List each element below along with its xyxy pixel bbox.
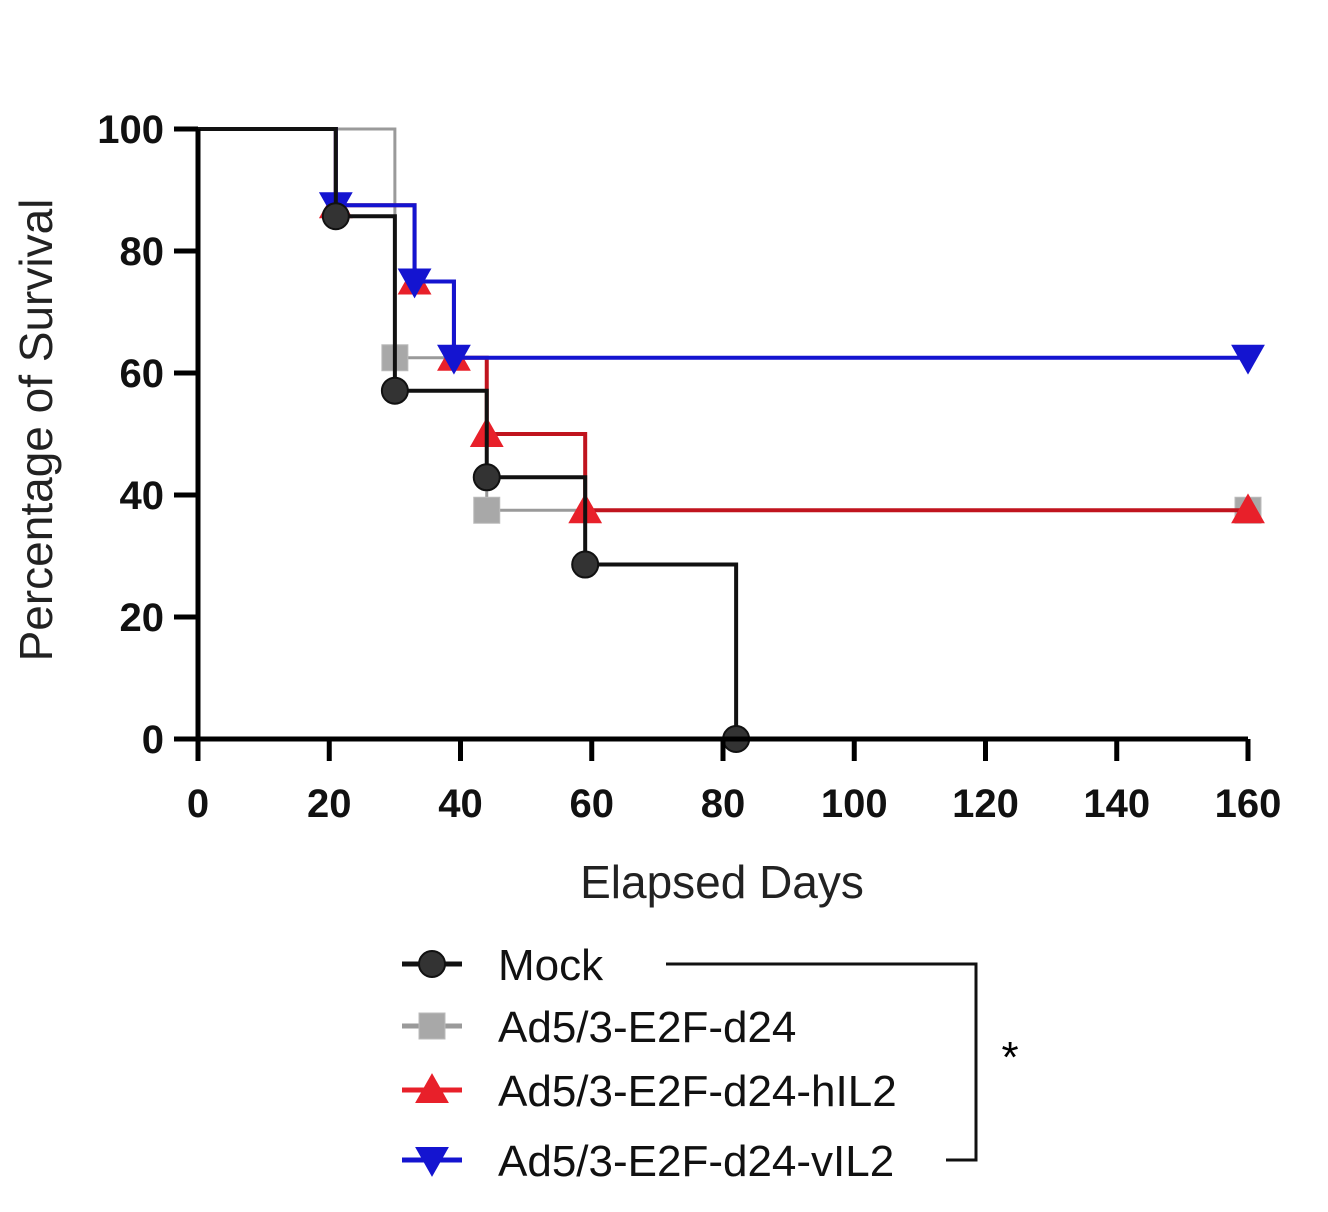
y-tick-label: 100 bbox=[97, 108, 164, 152]
legend-item: Ad5/3-E2F-d24-hIL2 bbox=[402, 1067, 897, 1116]
legend: Mock Ad5/3-E2F-d24 Ad5/3-E2F-d24-hIL2 Ad5/3… bbox=[402, 941, 897, 1186]
y-axis-label: Percentage of Survival bbox=[10, 199, 62, 662]
legend-label: Ad5/3-E2F-d24-vIL2 bbox=[498, 1137, 894, 1186]
axes: 0 20 40 60 80 100 120 140 160 0 20 40 60 80 100 bbox=[97, 108, 1281, 826]
marker-circle bbox=[321, 202, 350, 231]
y-tick-label: 80 bbox=[120, 230, 165, 274]
x-tick-label: 60 bbox=[570, 782, 615, 826]
marker-square bbox=[418, 1012, 446, 1040]
marker-triangle-down bbox=[437, 344, 471, 375]
y-tick-label: 40 bbox=[120, 474, 165, 518]
series-ad5-3-e2f-d24-hil2 bbox=[198, 127, 1265, 524]
x-tick-label: 100 bbox=[821, 782, 888, 826]
legend-item: Ad5/3-E2F-d24-vIL2 bbox=[402, 1137, 894, 1186]
x-tick-label: 140 bbox=[1083, 782, 1150, 826]
legend-label: Mock bbox=[498, 941, 604, 990]
survival-line bbox=[198, 127, 1248, 360]
marker-circle bbox=[571, 550, 600, 579]
x-tick-label: 0 bbox=[187, 782, 209, 826]
marker-triangle-down bbox=[415, 1147, 449, 1177]
survival-line bbox=[198, 127, 739, 739]
x-axis-label: Elapsed Days bbox=[580, 856, 864, 908]
legend-label: Ad5/3-E2F-d24-hIL2 bbox=[498, 1067, 897, 1116]
x-tick-label: 40 bbox=[438, 782, 483, 826]
survival-line bbox=[198, 127, 1248, 512]
legend-item: Mock bbox=[402, 941, 604, 990]
series-ad5-3-e2f-d24-vil2 bbox=[198, 127, 1265, 375]
x-tick-label: 160 bbox=[1215, 782, 1282, 826]
y-tick-label: 0 bbox=[142, 718, 164, 762]
significance-bracket: * bbox=[666, 962, 1019, 1162]
marker-circle bbox=[472, 463, 501, 492]
marker-triangle-up bbox=[415, 1073, 449, 1103]
marker-triangle-down bbox=[1231, 344, 1265, 375]
series-ad5-3-e2f-d24 bbox=[198, 127, 1262, 524]
series-mock bbox=[198, 127, 751, 753]
marker-triangle-up bbox=[1231, 493, 1265, 524]
marker-circle bbox=[380, 376, 409, 405]
y-tick-label: 60 bbox=[120, 352, 165, 396]
y-tick-label: 20 bbox=[120, 596, 165, 640]
legend-item: Ad5/3-E2F-d24 bbox=[402, 1003, 796, 1052]
marker-circle bbox=[418, 950, 446, 978]
significance-star: * bbox=[1001, 1033, 1018, 1082]
legend-label: Ad5/3-E2F-d24 bbox=[498, 1003, 796, 1052]
x-tick-label: 80 bbox=[701, 782, 746, 826]
survival-line bbox=[198, 127, 1248, 513]
marker-triangle-down bbox=[397, 268, 432, 299]
x-tick-label: 120 bbox=[952, 782, 1019, 826]
marker-square bbox=[473, 496, 501, 524]
series-layer bbox=[198, 127, 1265, 753]
x-tick-label: 20 bbox=[307, 782, 352, 826]
